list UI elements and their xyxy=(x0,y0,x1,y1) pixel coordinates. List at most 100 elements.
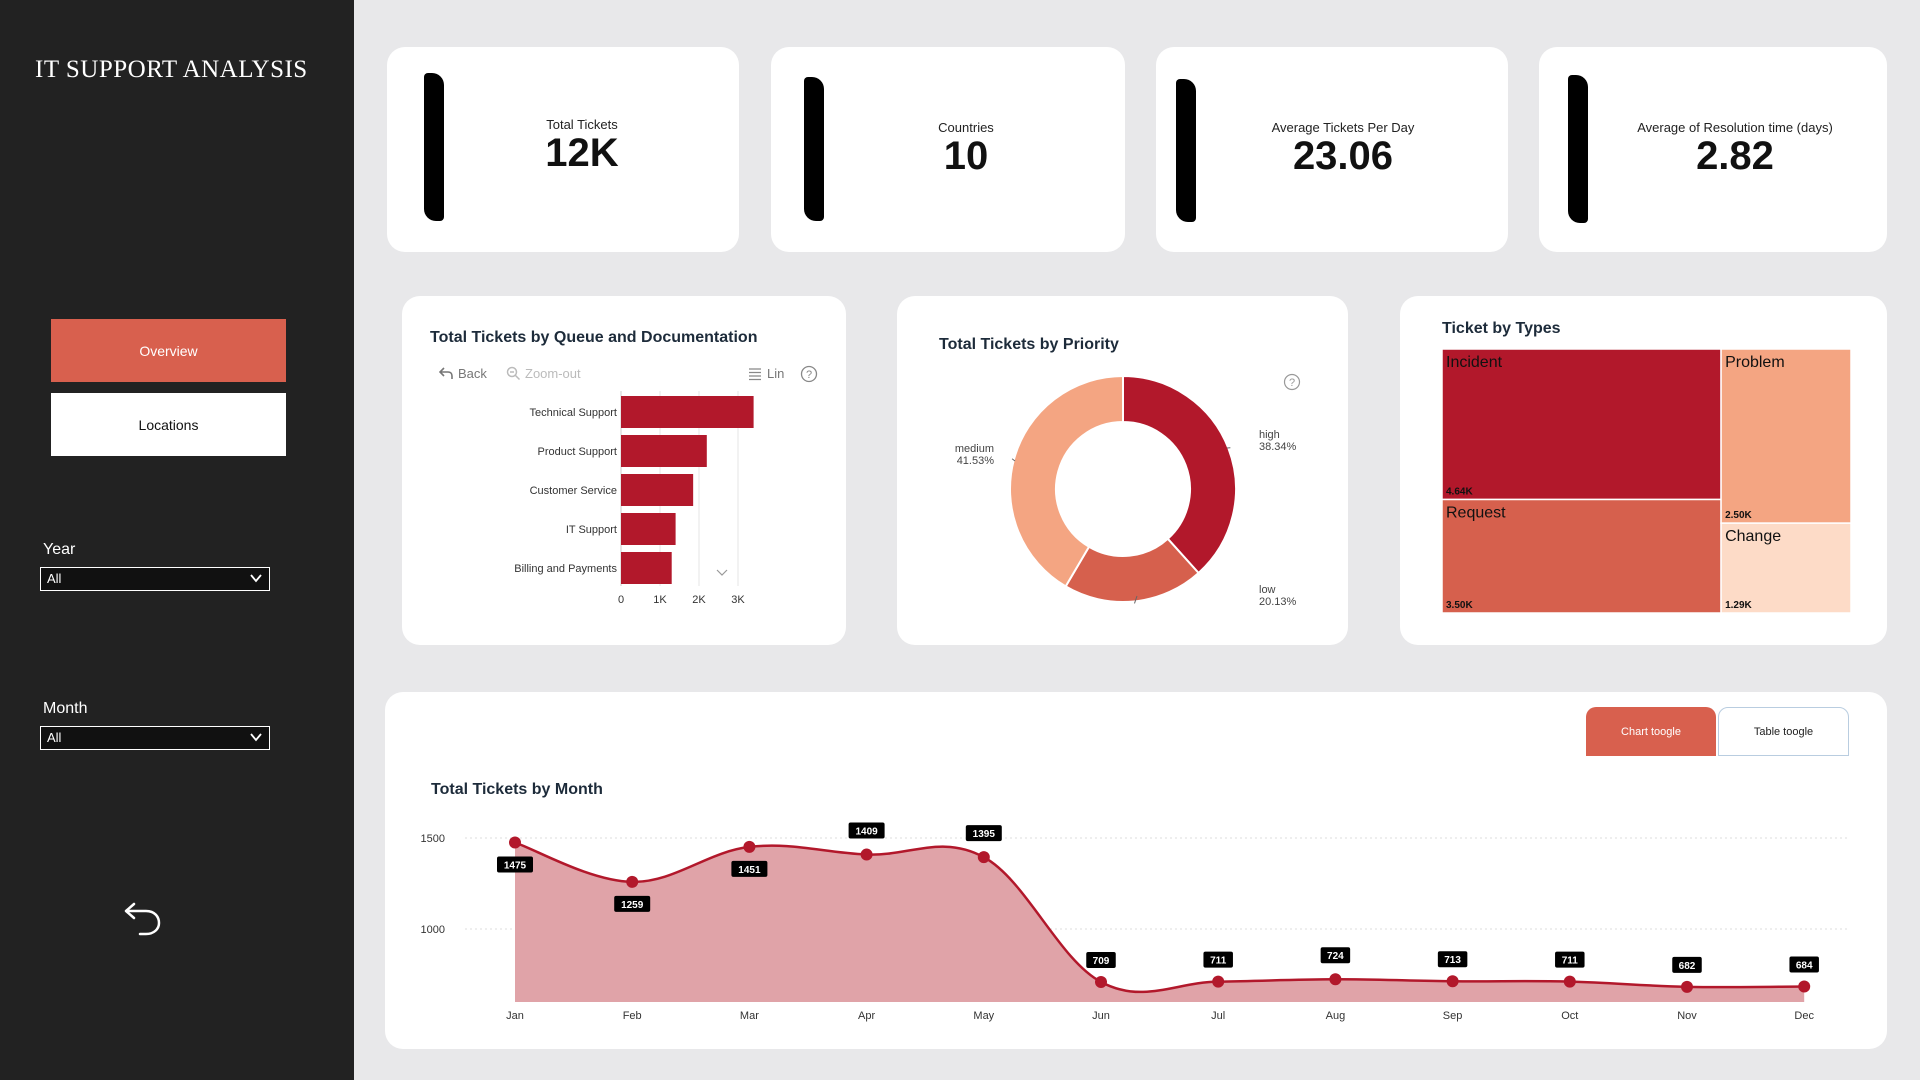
priority-chart-card: Total Tickets by Priority ? high 38.34% lo… xyxy=(897,296,1348,645)
kpi-value: 23.06 xyxy=(1292,134,1394,178)
treemap-cell xyxy=(1441,348,1722,501)
data-point xyxy=(626,875,639,888)
kpi-card-avg-tickets-per-day: Average Tickets Per Day 23.06 xyxy=(1156,47,1508,252)
data-point xyxy=(1095,975,1107,988)
category-label: IT Support xyxy=(566,524,617,536)
back-button[interactable]: Back xyxy=(458,366,487,381)
data-label-box xyxy=(1555,951,1585,968)
leader-line xyxy=(1134,595,1138,604)
chart-title: Ticket by Types xyxy=(1442,320,1561,337)
data-label: 1259 xyxy=(621,900,644,911)
data-point xyxy=(1446,975,1459,988)
x-tick-label: Jan xyxy=(506,1010,524,1022)
treemap-cell xyxy=(1720,348,1852,524)
treemap-value: 3.50K xyxy=(1446,600,1473,611)
chart-title: Total Tickets by Queue and Documentation xyxy=(430,329,758,346)
data-label-box xyxy=(848,822,885,839)
x-tick-label: Jul xyxy=(1211,1010,1225,1022)
month-filter-select[interactable]: All xyxy=(40,726,270,750)
bar xyxy=(621,474,694,506)
data-label: 1395 xyxy=(973,829,996,840)
bar xyxy=(621,513,676,545)
slice-percent: 38.34% xyxy=(1259,441,1297,453)
types-chart-card: Ticket by Types Incident 4.64K Request 3.50… xyxy=(1400,296,1887,645)
queue-bar-chart: 0 1K 2K 3K Technical Support Product Support C… xyxy=(514,391,754,606)
types-treemap: Incident 4.64K Request 3.50K Problem 2.50K Cha… xyxy=(1441,348,1852,614)
data-point xyxy=(743,840,756,853)
data-point xyxy=(1329,973,1342,986)
svg-text:?: ? xyxy=(1289,377,1295,389)
data-label: 684 xyxy=(1796,961,1813,972)
chart-toolbar: Back Zoom-out Lin ? xyxy=(436,364,818,386)
slice-label: low xyxy=(1259,584,1276,596)
kpi-label: Countries xyxy=(938,120,994,135)
data-label: 711 xyxy=(1562,956,1579,967)
zoom-out-icon xyxy=(506,366,521,381)
data-point xyxy=(1798,980,1811,993)
kpi-label: Total Tickets xyxy=(546,117,618,132)
chevron-down-icon xyxy=(250,733,262,742)
x-tick-label: May xyxy=(973,1010,994,1022)
chevron-down-icon xyxy=(250,574,262,583)
queue-chart-card: Total Tickets by Queue and Documentation… xyxy=(402,296,846,645)
app-title: IT SUPPORT ANALYSIS xyxy=(35,56,308,83)
kpi-label: Average Tickets Per Day xyxy=(1271,120,1415,135)
treemap-cell xyxy=(1441,498,1722,614)
area-fill xyxy=(515,842,1805,1002)
data-point xyxy=(1563,975,1576,988)
donut-slice xyxy=(1009,374,1124,588)
bar xyxy=(621,396,754,428)
help-icon[interactable]: ? xyxy=(1283,373,1301,391)
scale-toggle[interactable]: Lin xyxy=(767,366,785,381)
month-filter-label: Month xyxy=(43,700,88,717)
kpi-card-countries: Countries 10 xyxy=(771,47,1125,252)
slice-percent: 20.13% xyxy=(1259,596,1297,608)
month-chart-card: Chart toogle Table toogle Total Tickets … xyxy=(385,692,1887,1049)
help-icon[interactable]: ? xyxy=(800,365,818,383)
data-label: 713 xyxy=(1444,955,1461,966)
data-label-box xyxy=(497,856,533,873)
treemap-cell xyxy=(1720,522,1852,614)
year-filter-select[interactable]: All xyxy=(40,567,270,591)
data-label-box xyxy=(1086,951,1116,968)
zoom-out-button[interactable]: Zoom-out xyxy=(525,366,581,381)
chart-toggle-button[interactable]: Chart toogle xyxy=(1586,707,1716,756)
data-label: 1451 xyxy=(738,865,761,876)
kpi-value: 10 xyxy=(943,134,989,178)
chart-title: Total Tickets by Priority xyxy=(939,336,1119,353)
kpi-accent-bar xyxy=(804,77,824,221)
data-point xyxy=(1212,975,1225,988)
kpi-accent-bar xyxy=(1176,79,1196,222)
svg-text:?: ? xyxy=(806,369,812,381)
x-tick-label: Mar xyxy=(740,1010,759,1022)
category-label: Technical Support xyxy=(530,407,617,419)
treemap-value: 2.50K xyxy=(1725,510,1752,521)
nav-locations-button[interactable]: Locations xyxy=(51,393,286,456)
data-label: 1475 xyxy=(504,861,527,872)
data-label: 709 xyxy=(1093,956,1110,967)
kpi-label: Average of Resolution time (days) xyxy=(1637,120,1833,135)
nav-overview-button[interactable]: Overview xyxy=(51,319,286,382)
treemap-value: 4.64K xyxy=(1446,486,1473,497)
bar xyxy=(621,552,672,584)
data-label-box xyxy=(731,860,768,877)
x-tick-label: 1K xyxy=(653,594,667,606)
table-toggle-button[interactable]: Table toogle xyxy=(1718,707,1849,756)
x-tick-label: 2K xyxy=(692,594,706,606)
back-arrow-icon[interactable] xyxy=(439,366,453,380)
x-tick-label: 0 xyxy=(618,594,624,606)
x-tick-label: Aug xyxy=(1326,1010,1346,1022)
treemap-label: Incident xyxy=(1446,354,1503,371)
data-label-box xyxy=(614,895,651,912)
data-label-box xyxy=(1672,956,1702,973)
category-label: Customer Service xyxy=(530,485,617,497)
treemap-label: Change xyxy=(1725,528,1781,545)
data-label-box xyxy=(1437,951,1468,968)
month-filter-value: All xyxy=(47,730,62,745)
data-label-box xyxy=(1320,947,1351,964)
treemap-label: Problem xyxy=(1725,354,1785,371)
kpi-value: 2.82 xyxy=(1696,134,1774,178)
x-tick-label: Sep xyxy=(1443,1010,1463,1022)
undo-arrow-icon[interactable] xyxy=(122,896,164,938)
data-label-box xyxy=(1203,951,1233,968)
